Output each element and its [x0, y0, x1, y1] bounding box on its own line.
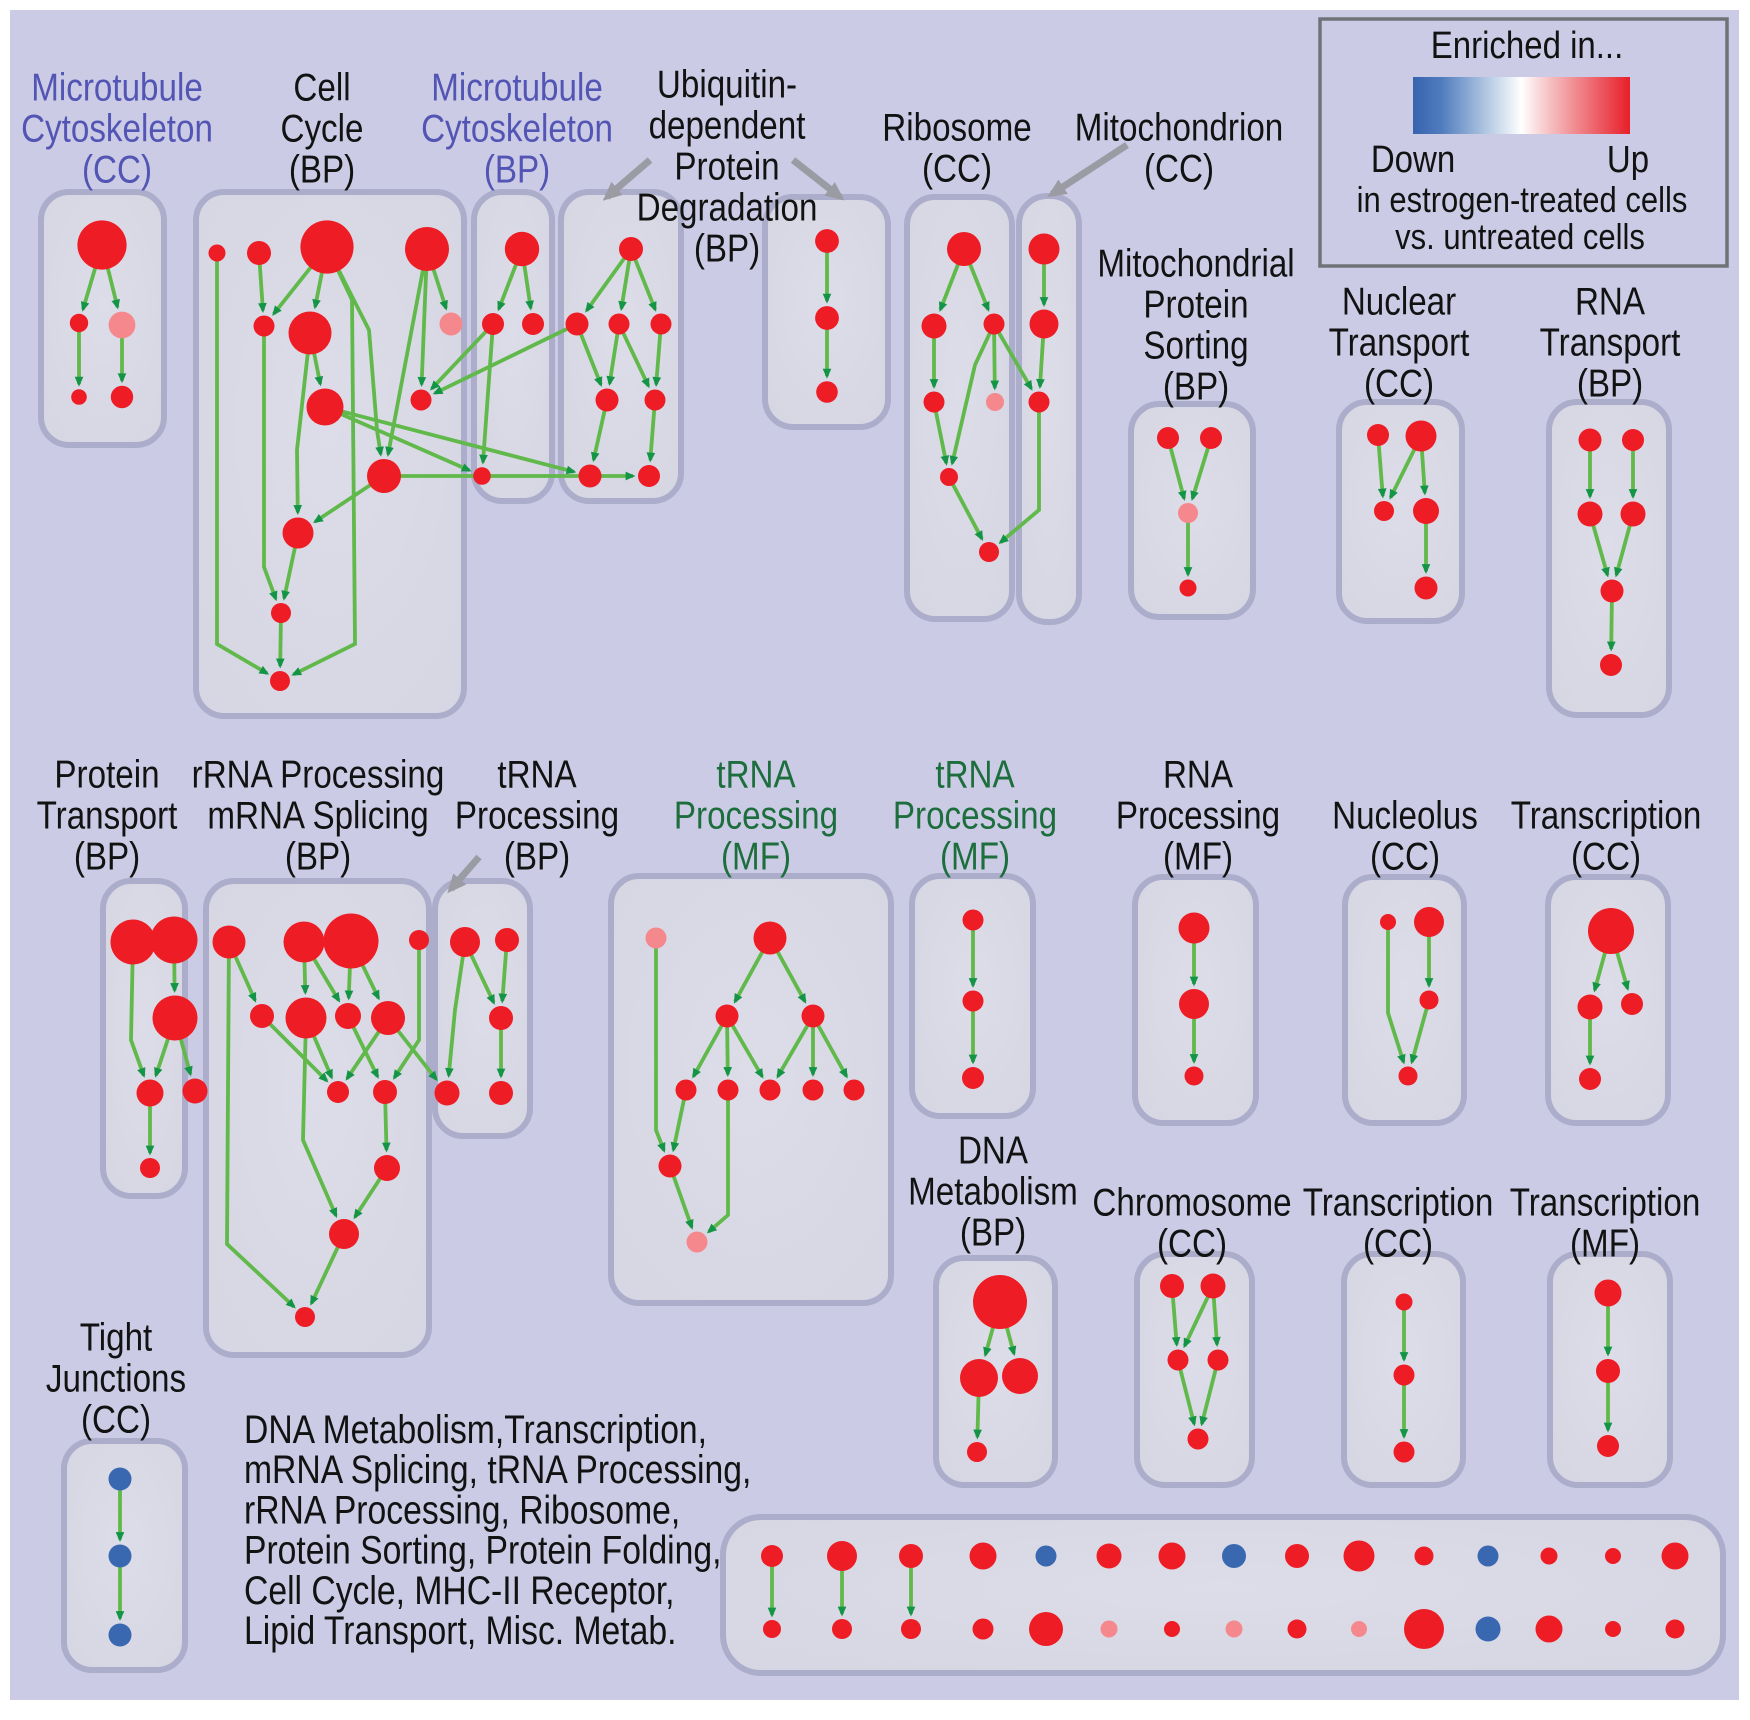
- svg-text:Cell: Cell: [293, 65, 350, 109]
- svg-text:(BP): (BP): [1163, 364, 1229, 408]
- svg-text:tRNA: tRNA: [497, 752, 576, 796]
- svg-text:(MF): (MF): [721, 834, 791, 878]
- svg-text:Cell Cycle, MHC-II Receptor,: Cell Cycle, MHC-II Receptor,: [244, 1568, 675, 1612]
- svg-text:in estrogen-treated cells: in estrogen-treated cells: [1357, 181, 1688, 221]
- svg-text:DNA Metabolism,Transcription,: DNA Metabolism,Transcription,: [244, 1407, 707, 1451]
- svg-text:Up: Up: [1607, 138, 1649, 181]
- svg-text:Mitochondrion: Mitochondrion: [1075, 105, 1283, 149]
- svg-text:(BP): (BP): [484, 147, 550, 191]
- svg-text:Tight: Tight: [80, 1315, 153, 1359]
- svg-text:(CC): (CC): [922, 146, 992, 190]
- svg-text:Ribosome: Ribosome: [882, 105, 1031, 149]
- svg-text:(BP): (BP): [694, 226, 760, 270]
- svg-text:Microtubule: Microtubule: [31, 65, 203, 109]
- svg-text:Nuclear: Nuclear: [1342, 279, 1456, 323]
- svg-text:Sorting: Sorting: [1143, 323, 1248, 367]
- svg-text:Transcription: Transcription: [1303, 1180, 1494, 1224]
- svg-text:Metabolism: Metabolism: [908, 1169, 1078, 1213]
- svg-text:(CC): (CC): [1363, 1221, 1433, 1265]
- svg-text:(MF): (MF): [940, 834, 1010, 878]
- svg-text:dependent: dependent: [649, 103, 806, 147]
- svg-text:Mitochondrial: Mitochondrial: [1097, 241, 1294, 285]
- svg-text:Transport: Transport: [37, 793, 178, 837]
- svg-text:tRNA: tRNA: [716, 752, 795, 796]
- svg-text:rRNA Processing, Ribosome,: rRNA Processing, Ribosome,: [244, 1488, 680, 1532]
- svg-text:Lipid Transport, Misc. Metab.: Lipid Transport, Misc. Metab.: [244, 1608, 676, 1652]
- svg-text:(BP): (BP): [74, 834, 140, 878]
- svg-text:Cytoskeleton: Cytoskeleton: [21, 106, 213, 150]
- svg-text:(CC): (CC): [1144, 146, 1214, 190]
- svg-text:Protein: Protein: [674, 144, 779, 188]
- svg-text:(CC): (CC): [1571, 834, 1641, 878]
- svg-text:(CC): (CC): [1370, 834, 1440, 878]
- svg-text:(BP): (BP): [1577, 361, 1643, 405]
- svg-text:Chromosome: Chromosome: [1092, 1180, 1291, 1224]
- svg-text:vs. untreated cells: vs. untreated cells: [1395, 218, 1645, 258]
- svg-text:mRNA Splicing, tRNA Processing: mRNA Splicing, tRNA Processing,: [244, 1448, 751, 1492]
- svg-text:(CC): (CC): [1364, 361, 1434, 405]
- svg-text:Enriched in...: Enriched in...: [1431, 24, 1624, 67]
- svg-text:(MF): (MF): [1570, 1221, 1640, 1265]
- svg-text:Protein: Protein: [54, 752, 159, 796]
- svg-text:(MF): (MF): [1163, 834, 1233, 878]
- svg-text:Protein Sorting, Protein Foldi: Protein Sorting, Protein Folding,: [244, 1528, 722, 1572]
- svg-text:RNA: RNA: [1575, 279, 1645, 323]
- svg-text:Transport: Transport: [1329, 320, 1470, 364]
- svg-text:Processing: Processing: [893, 793, 1057, 837]
- svg-text:mRNA Splicing: mRNA Splicing: [207, 793, 428, 837]
- svg-text:(CC): (CC): [81, 1397, 151, 1441]
- svg-text:(BP): (BP): [285, 834, 351, 878]
- svg-text:Microtubule: Microtubule: [431, 65, 603, 109]
- svg-text:Transport: Transport: [1540, 320, 1681, 364]
- svg-text:Protein: Protein: [1143, 282, 1248, 326]
- svg-text:Transcription: Transcription: [1511, 793, 1702, 837]
- svg-text:Transcription: Transcription: [1510, 1180, 1701, 1224]
- svg-text:Processing: Processing: [674, 793, 838, 837]
- svg-text:DNA: DNA: [958, 1128, 1028, 1172]
- svg-text:rRNA Processing: rRNA Processing: [192, 752, 445, 796]
- svg-text:Cycle: Cycle: [281, 106, 364, 150]
- svg-text:Cytoskeleton: Cytoskeleton: [421, 106, 613, 150]
- svg-text:Junctions: Junctions: [46, 1356, 186, 1400]
- svg-text:Degradation: Degradation: [637, 185, 818, 229]
- svg-text:(BP): (BP): [504, 834, 570, 878]
- svg-text:Processing: Processing: [1116, 793, 1280, 837]
- svg-text:(CC): (CC): [82, 147, 152, 191]
- svg-text:(BP): (BP): [289, 147, 355, 191]
- svg-text:RNA: RNA: [1163, 752, 1233, 796]
- svg-text:Nucleolus: Nucleolus: [1332, 793, 1478, 837]
- svg-text:Ubiquitin-: Ubiquitin-: [657, 62, 797, 106]
- svg-text:Processing: Processing: [455, 793, 619, 837]
- svg-text:(CC): (CC): [1157, 1221, 1227, 1265]
- svg-text:Down: Down: [1371, 138, 1455, 181]
- svg-text:tRNA: tRNA: [935, 752, 1014, 796]
- svg-text:(BP): (BP): [960, 1210, 1026, 1254]
